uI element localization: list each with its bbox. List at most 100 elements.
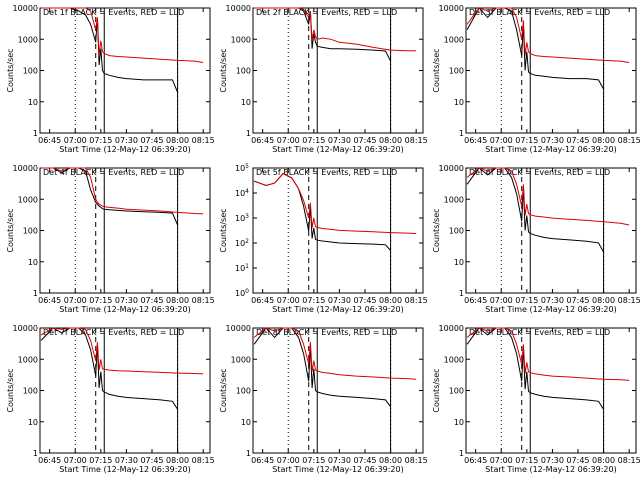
series-events xyxy=(40,327,179,410)
x-tick-label: 07:00 xyxy=(490,456,513,465)
y-axis-label: Counts/sec xyxy=(6,48,15,92)
y-tick-label: 10 xyxy=(28,418,38,427)
x-tick-label: 08:15 xyxy=(405,296,428,305)
panel-title: Det 4f BLACK = Events, RED = LLD xyxy=(43,168,184,177)
x-tick-label: 07:45 xyxy=(566,296,589,305)
y-tick-label: 10 xyxy=(454,258,464,267)
y-tick-label: 1 xyxy=(459,289,464,298)
x-tick-label: 07:00 xyxy=(64,296,87,305)
y-tick-label: 1 xyxy=(459,129,464,138)
x-tick-label: 07:00 xyxy=(490,296,513,305)
y-tick-label: 1 xyxy=(459,449,464,458)
y-tick-label: 104 xyxy=(235,188,249,198)
panel-title: Det 2f BLACK = Events, RED = LLD xyxy=(256,8,397,17)
y-tick-label: 1000 xyxy=(231,355,251,364)
x-tick-label: 06:45 xyxy=(464,456,487,465)
x-tick-label: 07:15 xyxy=(89,456,112,465)
x-tick-label: 07:30 xyxy=(115,296,138,305)
x-tick-label: 06:45 xyxy=(464,136,487,145)
x-tick-label: 07:15 xyxy=(515,456,538,465)
x-axis-label: Start Time (12-May-12 06:39:20) xyxy=(272,145,403,154)
x-tick-label: 08:15 xyxy=(192,296,215,305)
x-tick-label: 06:45 xyxy=(38,136,61,145)
y-tick-label: 1 xyxy=(33,449,38,458)
series-lld xyxy=(466,7,630,63)
series-events xyxy=(466,327,605,410)
y-tick-label: 1000 xyxy=(18,355,38,364)
x-tick-label: 06:45 xyxy=(38,456,61,465)
y-axis-label: Counts/sec xyxy=(432,208,441,252)
y-tick-label: 105 xyxy=(235,163,249,173)
x-tick-label: 07:30 xyxy=(541,456,564,465)
y-tick-label: 1 xyxy=(246,449,251,458)
x-tick-label: 07:00 xyxy=(277,136,300,145)
panel-det-7f: Det 7f BLACK = Events, RED = LLD 1 10 100 10… xyxy=(6,324,215,474)
y-axis-label: Counts/sec xyxy=(432,48,441,92)
y-tick-label: 10000 xyxy=(226,4,251,13)
panel-det-2f: Det 2f BLACK = Events, RED = LLD 1 10 100 10… xyxy=(219,4,428,154)
x-tick-label: 08:15 xyxy=(618,456,640,465)
panel-det-1f: Det 1f BLACK = Events, RED = LLD 1 10 100 10… xyxy=(6,4,215,154)
y-tick-label: 1000 xyxy=(18,35,38,44)
x-tick-label: 07:45 xyxy=(140,296,163,305)
x-tick-label: 07:45 xyxy=(140,456,163,465)
series-events xyxy=(466,7,605,90)
x-tick-label: 07:15 xyxy=(515,296,538,305)
panel-det-9f: Det 9f BLACK = Events, RED = LLD 1 10 100 10… xyxy=(432,324,640,474)
x-tick-label: 07:15 xyxy=(302,296,325,305)
series-lld xyxy=(253,327,417,380)
y-axis-label: Counts/sec xyxy=(219,208,228,252)
x-tick-label: 07:15 xyxy=(515,136,538,145)
series-lld xyxy=(41,7,204,63)
panel-det-4f: Det 4f BLACK = Events, RED = LLD 1 10 100 10… xyxy=(6,164,215,314)
x-tick-label: 07:30 xyxy=(328,136,351,145)
panel-title: Det 6f BLACK = Events, RED = LLD xyxy=(469,168,610,177)
x-tick-label: 07:15 xyxy=(89,296,112,305)
x-tick-label: 08:00 xyxy=(166,456,189,465)
series-lld xyxy=(40,327,204,375)
x-tick-label: 08:00 xyxy=(379,296,402,305)
y-tick-label: 100 xyxy=(449,387,464,396)
panel-title: Det 1f BLACK = Events, RED = LLD xyxy=(43,8,184,17)
y-tick-label: 100 xyxy=(449,67,464,76)
plot-frame xyxy=(465,167,637,294)
y-tick-label: 1000 xyxy=(444,195,464,204)
x-tick-label: 08:00 xyxy=(166,136,189,145)
x-tick-label: 08:00 xyxy=(166,296,189,305)
y-tick-label: 10 xyxy=(241,98,251,107)
panel-title: Det 5f BLACK = Events, RED = LLD xyxy=(256,168,397,177)
y-tick-label: 103 xyxy=(235,213,249,223)
plot-frame xyxy=(252,7,424,134)
panel-det-8f: Det 8f BLACK = Events, RED = LLD 1 10 100 10… xyxy=(219,324,428,474)
x-tick-label: 06:45 xyxy=(38,296,61,305)
x-tick-label: 08:15 xyxy=(405,136,428,145)
x-tick-label: 07:15 xyxy=(302,456,325,465)
y-tick-label: 1 xyxy=(246,129,251,138)
y-tick-label: 10 xyxy=(241,418,251,427)
y-axis-label: Counts/sec xyxy=(432,368,441,412)
x-axis-label: Start Time (12-May-12 06:39:20) xyxy=(485,305,616,314)
y-tick-label: 10000 xyxy=(226,324,251,333)
y-tick-label: 10000 xyxy=(439,324,464,333)
x-tick-label: 07:00 xyxy=(64,456,87,465)
x-tick-label: 08:15 xyxy=(618,296,640,305)
panel-title: Det 8f BLACK = Events, RED = LLD xyxy=(256,328,397,337)
x-tick-label: 07:30 xyxy=(541,296,564,305)
plot-frame xyxy=(39,327,211,454)
x-tick-label: 08:00 xyxy=(592,456,615,465)
x-tick-label: 07:00 xyxy=(277,296,300,305)
y-axis-label: Counts/sec xyxy=(219,368,228,412)
x-tick-label: 07:45 xyxy=(566,136,589,145)
x-tick-label: 07:15 xyxy=(302,136,325,145)
y-tick-label: 100 xyxy=(236,67,251,76)
y-tick-label: 1000 xyxy=(444,35,464,44)
x-tick-label: 07:30 xyxy=(328,456,351,465)
x-tick-label: 07:00 xyxy=(277,456,300,465)
y-tick-label: 10 xyxy=(454,98,464,107)
x-axis-label: Start Time (12-May-12 06:39:20) xyxy=(272,465,403,474)
x-axis-label: Start Time (12-May-12 06:39:20) xyxy=(272,305,403,314)
plot-frame xyxy=(39,167,211,294)
series-lld xyxy=(466,167,630,226)
x-tick-label: 08:00 xyxy=(592,136,615,145)
